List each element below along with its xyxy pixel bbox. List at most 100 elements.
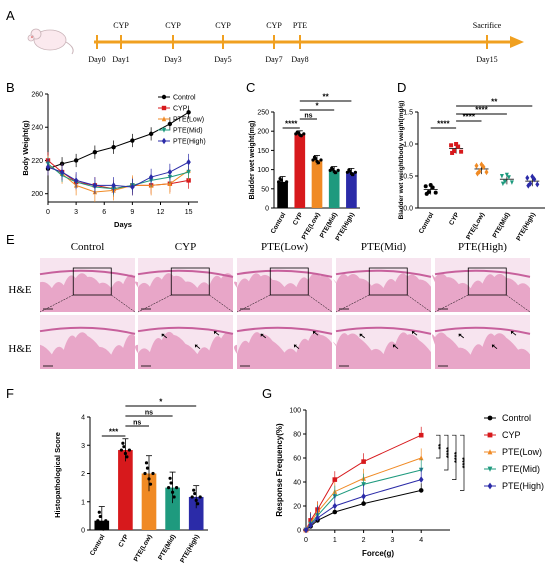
zoom-region-box: [368, 267, 408, 296]
significance-label: ns: [145, 410, 153, 417]
lesion-arrowhead: [412, 331, 415, 335]
individual-point: [298, 133, 302, 137]
timeline-day-label: Day7: [265, 55, 282, 64]
y-tick-label: 100: [289, 408, 301, 415]
x-tick-label: 6: [102, 209, 106, 216]
legend-label: Control: [173, 95, 196, 102]
individual-point: [123, 451, 127, 456]
individual-point: [145, 466, 150, 470]
bar: [294, 133, 306, 208]
bar: [141, 473, 157, 530]
lesion-arrowhead: [359, 333, 363, 337]
y-tick-label: 1: [81, 499, 85, 506]
zoom-connector: [506, 294, 531, 313]
tissue-region: [333, 332, 431, 369]
timeline-event-label: CYP: [165, 21, 181, 30]
timeline-day-label: Day8: [291, 55, 308, 64]
individual-point: [454, 142, 459, 146]
data-point: [186, 110, 191, 115]
tissue-layer: [236, 326, 333, 335]
individual-point: [100, 523, 104, 527]
lesion-arrowhead: [214, 331, 217, 335]
significance-label: ****: [475, 106, 488, 115]
individual-point: [526, 182, 531, 189]
x-category-label: PTE(Low): [465, 212, 486, 241]
y-axis-title: Histopathological Score: [53, 432, 62, 518]
individual-point: [525, 174, 530, 181]
tissue-region: [135, 273, 233, 312]
significance-label: *: [315, 102, 319, 111]
data-point: [308, 521, 313, 529]
panel-letter-a: A: [6, 8, 15, 23]
significance-label: **: [438, 444, 445, 450]
data-point: [418, 455, 424, 461]
y-tick-label: 0.0: [403, 206, 413, 213]
individual-point: [433, 190, 438, 195]
individual-point: [456, 144, 461, 149]
y-tick-label: 1.5: [403, 110, 413, 117]
timeline-panel: Day0 Day1 Day3 Day5 Day7 Day8 Day15 CYP CYP CYP CY…: [27, 21, 524, 64]
timeline-event-label: CYP: [113, 21, 129, 30]
data-point: [92, 182, 98, 189]
y-tick-label: 0: [297, 528, 301, 535]
x-category-label: PTE(Low): [133, 534, 154, 563]
data-point: [92, 149, 98, 155]
data-point: [73, 158, 79, 163]
tissue-layer: [434, 326, 531, 335]
histology-column-label: PTE(Mid): [361, 241, 407, 253]
histology-column-label: CYP: [175, 241, 196, 253]
significance-bracket: [444, 434, 449, 471]
data-point: [303, 526, 309, 534]
tissue-layer: [39, 326, 136, 335]
timeline-day-label: Day0: [88, 55, 105, 64]
mouse-icon: [27, 28, 74, 55]
individual-point: [428, 182, 433, 187]
y-tick-label: 0: [81, 528, 85, 535]
individual-point: [479, 161, 484, 168]
individual-point: [148, 482, 153, 486]
zoom-region-box: [269, 267, 309, 296]
x-axis-title: Force(g): [362, 549, 394, 558]
significance-bracket: [460, 434, 465, 491]
data-point: [361, 459, 366, 464]
tissue-layer: [335, 326, 432, 335]
individual-point: [315, 159, 319, 163]
individual-point: [198, 495, 202, 499]
individual-point: [96, 519, 100, 523]
data-point: [361, 493, 366, 500]
x-category-label: PTE(High): [515, 212, 537, 243]
y-tick-label: 0: [265, 206, 269, 213]
legend-label: CYP: [502, 430, 521, 440]
lesion-arrowhead: [393, 344, 396, 348]
he-row-label-2: H&E: [8, 343, 32, 355]
individual-point: [475, 170, 480, 177]
y-tick-label: 0.5: [403, 174, 413, 181]
data-point: [148, 131, 154, 137]
data-point: [332, 502, 338, 510]
individual-point: [504, 172, 509, 178]
histology-column-label: PTE(High): [458, 241, 507, 253]
individual-point: [277, 180, 281, 184]
histology-column-label: PTE(Low): [261, 241, 308, 253]
y-tick-label: 1.0: [403, 142, 413, 149]
series-line: [47, 161, 189, 188]
y-tick-label: 60: [293, 456, 301, 463]
individual-point: [121, 441, 125, 445]
individual-point: [312, 155, 317, 159]
bar: [277, 181, 288, 208]
y-tick-label: 2: [81, 471, 85, 478]
individual-point: [345, 170, 349, 174]
individual-point: [192, 488, 196, 492]
data-point: [111, 144, 116, 150]
individual-point: [328, 168, 332, 172]
body-weight-chart: 200 220 240 260 0 3 6 9 12 15 Days Body Weight(g) Co…: [21, 92, 206, 230]
individual-point: [336, 168, 340, 172]
x-tick-label: 12: [157, 209, 165, 216]
timeline-event-label: Sacrifice: [473, 21, 502, 30]
panel-letter-b: B: [6, 80, 15, 95]
individual-point: [278, 177, 282, 181]
individual-point: [450, 150, 455, 155]
timeline-arrowhead: [510, 36, 524, 48]
